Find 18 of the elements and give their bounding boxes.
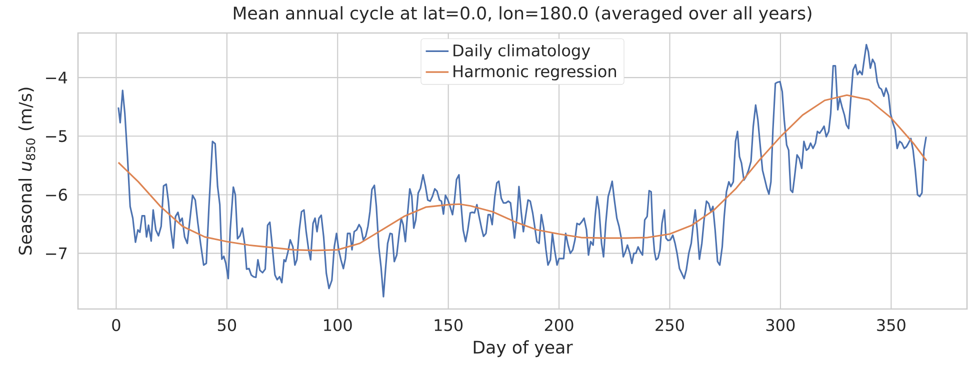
y-tick-label: −5 bbox=[46, 130, 67, 142]
line-series bbox=[118, 94, 928, 252]
x-tick-label: 50 bbox=[218, 319, 236, 332]
x-tick-label: 150 bbox=[434, 319, 463, 332]
legend-label: Daily climatology bbox=[454, 44, 590, 60]
x-tick-label: 100 bbox=[324, 319, 352, 332]
legend-label: Harmonic regression bbox=[454, 64, 616, 80]
y-axis-title: Seasonal u$_{850}$ (m/s) bbox=[18, 88, 36, 255]
x-tick-label: 350 bbox=[877, 319, 906, 332]
y-tick-label: −4 bbox=[46, 72, 68, 84]
x-tick-label: 250 bbox=[656, 319, 684, 332]
x-tick-label: 200 bbox=[544, 319, 574, 332]
x-tick-label: 300 bbox=[766, 319, 795, 332]
y-tick-label: −7 bbox=[46, 248, 67, 260]
chart-title: Mean annual cycle at lat=0.0, lon=180.0 (averaged over all years) bbox=[234, 6, 812, 23]
x-axis-title: Day of year bbox=[474, 340, 573, 358]
y-tick-label: −6 bbox=[46, 188, 67, 201]
x-tick-label: 0 bbox=[112, 319, 120, 332]
